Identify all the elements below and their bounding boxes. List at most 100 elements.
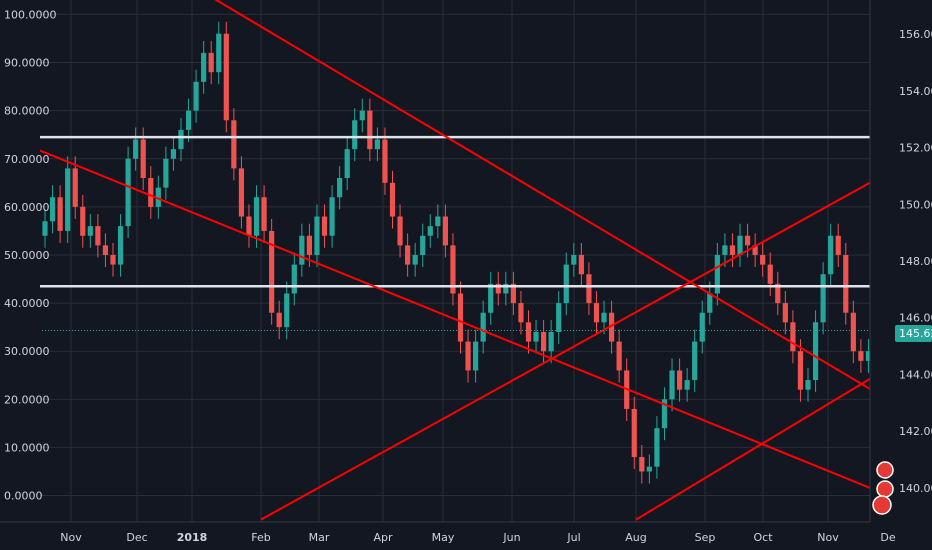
time-axis-tick-label: Nov	[60, 531, 82, 544]
candle-body	[140, 139, 146, 179]
candle-body	[684, 380, 690, 390]
candle-body	[291, 264, 297, 294]
candle-body	[782, 303, 788, 323]
trendline	[214, 0, 932, 428]
candle-body	[578, 254, 584, 275]
left-axis-tick-label: 50.0000	[4, 249, 50, 262]
candle-body	[148, 178, 154, 207]
left-axis-tick-label: 0.0000	[4, 490, 43, 503]
candle-body	[223, 33, 229, 121]
right-axis-tick-label: 146.000	[899, 312, 932, 325]
candle-body	[616, 341, 622, 371]
candle-body	[382, 139, 388, 183]
candle-body	[563, 264, 569, 304]
candle-body	[586, 274, 592, 304]
candle-body	[193, 81, 199, 111]
right-axis-tick-label: 152.000	[899, 142, 932, 155]
candle-body	[661, 399, 668, 429]
candle-body	[631, 408, 637, 458]
left-axis-tick-label: 40.0000	[4, 297, 50, 310]
right-axis-tick-label: 148.000	[899, 255, 932, 268]
candle-body	[231, 120, 237, 169]
left-axis-tick-label: 80.0000	[4, 105, 50, 118]
candle-body	[654, 428, 660, 467]
candle-body	[601, 312, 607, 323]
candle-body	[541, 331, 547, 352]
candle-body	[170, 149, 177, 159]
candle-body	[525, 322, 532, 342]
candle-body	[495, 283, 501, 294]
candle-body	[835, 235, 841, 255]
candle-body	[457, 293, 464, 342]
candle-body	[850, 312, 856, 352]
candle-body	[420, 235, 426, 255]
alert-badge-icons[interactable]	[872, 461, 894, 515]
candle-body	[556, 303, 562, 332]
time-axis-tick-label: Sep	[695, 531, 716, 544]
candle-body	[805, 380, 811, 390]
right-axis-tick-label: 156.000	[899, 28, 932, 41]
candle-body	[49, 197, 56, 222]
right-axis-tick-label: 144.000	[899, 368, 932, 381]
candle-body	[593, 303, 600, 323]
candle-body	[299, 235, 305, 265]
candle-body	[503, 283, 509, 294]
candle-body	[442, 216, 448, 246]
candle-body	[473, 341, 479, 371]
candle-body	[571, 254, 577, 265]
candle-body	[548, 331, 554, 352]
left-axis-tick-label: 70.0000	[4, 153, 50, 166]
time-axis-tick-label: Jul	[566, 531, 580, 544]
candle-body	[510, 283, 516, 304]
alert-icon[interactable]	[876, 480, 894, 498]
candles	[42, 21, 879, 484]
candle-body	[208, 52, 214, 73]
candle-body	[767, 264, 773, 284]
left-axis-panel[interactable]	[0, 0, 40, 522]
left-axis-tick-label: 90.0000	[4, 57, 50, 70]
alert-icon[interactable]	[872, 495, 892, 515]
time-axis: Nov Dec 2018 Feb Mar Apr May Jun Jul Aug Sep Oct Nov…	[60, 531, 896, 544]
candle-body	[843, 254, 849, 313]
candle-body	[608, 312, 615, 342]
candle-body	[669, 370, 675, 400]
alert-icon[interactable]	[876, 461, 894, 479]
candle-body	[337, 178, 343, 198]
candle-body	[488, 283, 494, 313]
candle-body	[216, 33, 222, 73]
candle-body	[812, 322, 819, 381]
candle-body	[646, 466, 652, 472]
time-axis-tick-label: May	[432, 531, 455, 544]
candle-body	[95, 226, 101, 246]
candle-body	[533, 331, 539, 342]
candle-body	[57, 197, 63, 231]
candle-body	[405, 245, 411, 265]
trendline	[260, 147, 932, 521]
left-axis-tick-label: 30.0000	[4, 345, 50, 358]
time-axis-tick-label: Nov	[817, 531, 839, 544]
candle-body	[427, 226, 433, 236]
candle-body	[253, 197, 260, 236]
left-axis-tick-label: 10.0000	[4, 441, 50, 454]
candle-body	[412, 254, 418, 265]
right-axis-panel[interactable]	[870, 0, 932, 550]
time-axis-tick-label: De	[880, 531, 895, 544]
candle-body	[80, 206, 86, 236]
candle-body	[359, 110, 365, 121]
time-axis-tick-label: Jun	[502, 531, 520, 544]
right-axis-tick-label: 142.000	[899, 425, 932, 438]
time-axis-panel[interactable]	[0, 522, 870, 550]
last-price-tag	[895, 325, 932, 342]
left-price-axis: 100.0000 90.0000 80.0000 70.0000 60.0000 50.0…	[4, 8, 57, 502]
candle-body	[518, 303, 524, 323]
candle-body	[752, 245, 758, 255]
candle-body	[133, 139, 139, 159]
candle-body	[699, 312, 705, 342]
left-axis-tick-label: 100.0000	[4, 8, 57, 21]
left-axis-tick-label: 20.0000	[4, 393, 50, 406]
time-axis-tick-label: Oct	[753, 531, 773, 544]
candle-body	[858, 351, 864, 361]
candle-body	[276, 312, 282, 328]
